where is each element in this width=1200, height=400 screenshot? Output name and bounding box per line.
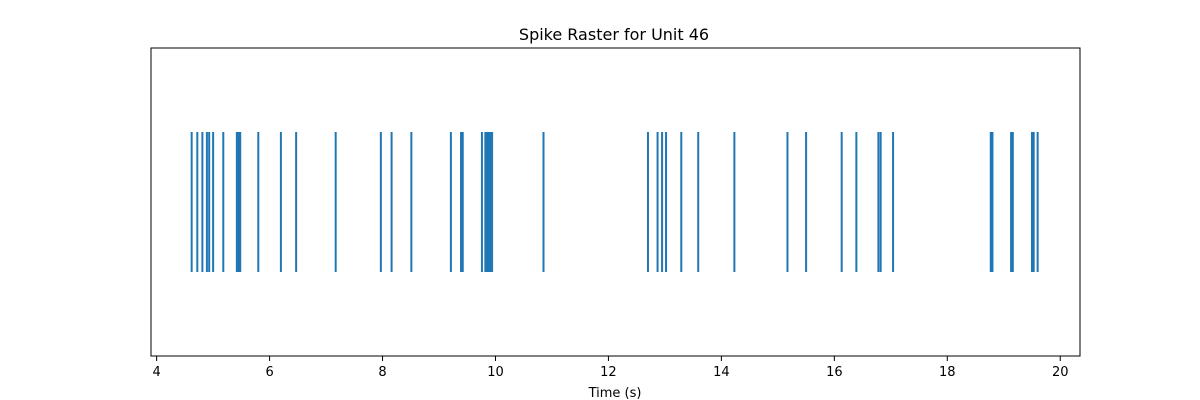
x-tick-label: 6: [265, 365, 273, 380]
x-tick-label: 14: [713, 365, 730, 380]
x-tick-label: 20: [1052, 365, 1069, 380]
plot-area: [150, 47, 1081, 357]
x-tick-label: 12: [600, 365, 617, 380]
x-tick-label: 4: [153, 365, 161, 380]
x-tick-label: 18: [939, 365, 956, 380]
chart-title: Spike Raster for Unit 46: [519, 25, 709, 44]
spike-series: [190, 132, 1039, 272]
x-tick-label: 8: [378, 365, 386, 380]
x-tick-label: 10: [487, 365, 504, 380]
x-axis: 4 6 8 10 12 14 16 18 20: [153, 356, 1069, 380]
x-tick-label: 16: [826, 365, 843, 380]
x-axis-label: Time (s): [588, 386, 642, 400]
